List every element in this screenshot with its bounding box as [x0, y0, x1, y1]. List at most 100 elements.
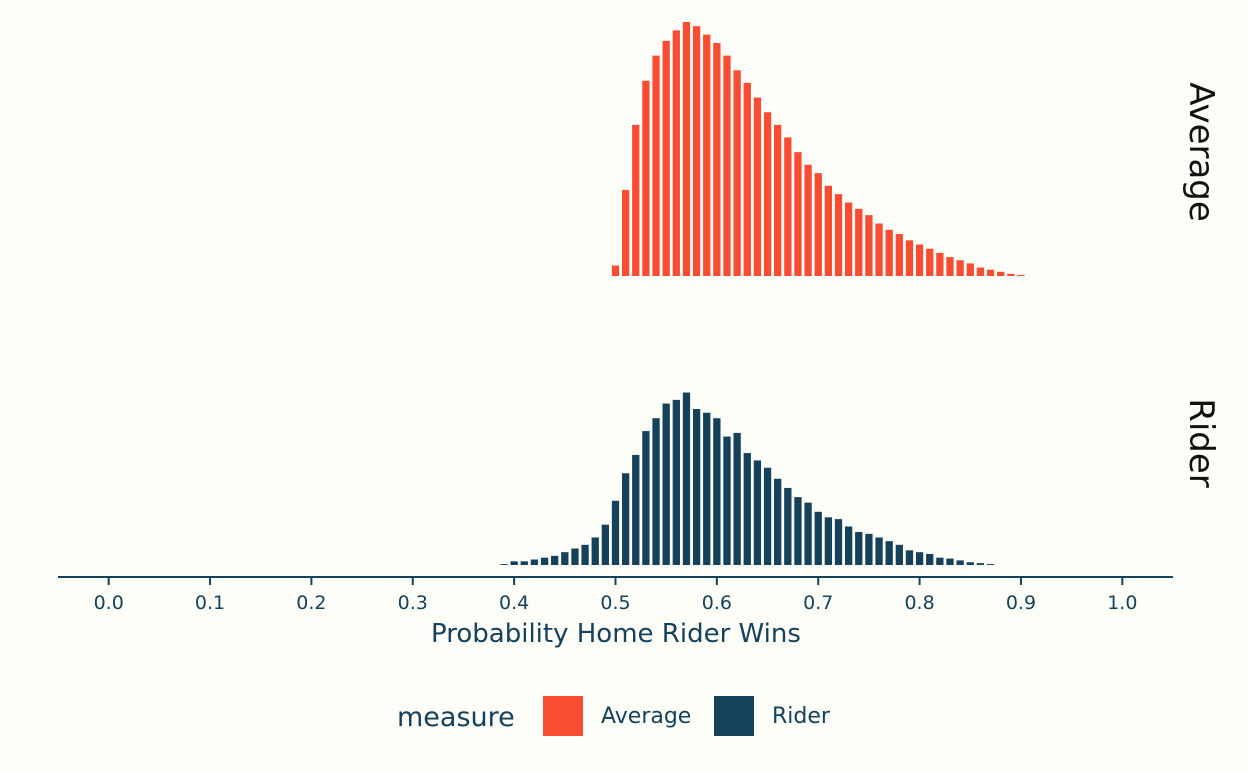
facet-label-average: Average: [1181, 82, 1221, 222]
bar-average: [1007, 273, 1015, 276]
bar-average: [804, 164, 812, 276]
facet-strips: Average Rider: [1181, 82, 1221, 488]
bar-average: [743, 82, 751, 276]
legend-items: Average Rider: [543, 696, 831, 736]
bar-rider: [540, 557, 549, 565]
bar-rider: [611, 500, 620, 565]
bar-rider: [956, 560, 964, 565]
bar-average: [844, 202, 853, 276]
bar-rider: [662, 403, 670, 565]
bar-rider: [591, 537, 599, 565]
bar-rider: [743, 453, 751, 565]
bar-average: [753, 97, 762, 276]
x-tick-label: 0.8: [904, 592, 934, 614]
bar-rider: [682, 392, 691, 565]
bar-rider: [976, 563, 985, 565]
bar-rider: [936, 557, 944, 565]
bar-rider: [733, 432, 741, 565]
bar-rider: [986, 564, 995, 565]
x-tick-label: 0.3: [398, 592, 428, 614]
bar-average: [905, 240, 914, 276]
legend-label-average: Average: [601, 704, 691, 729]
bar-rider: [814, 511, 822, 565]
bar-average: [774, 124, 782, 276]
bar-rider: [875, 537, 883, 565]
bar-rider: [895, 544, 903, 565]
bar-rider: [905, 550, 914, 565]
bars-layer: [500, 22, 1025, 565]
bar-rider: [692, 409, 701, 565]
bar-rider: [652, 418, 660, 565]
panel-average: [611, 22, 1025, 277]
bar-rider: [500, 564, 508, 565]
bar-average: [662, 40, 670, 276]
bar-average: [855, 208, 863, 276]
bar-average: [763, 112, 772, 276]
bar-average: [713, 42, 721, 276]
x-tick-label: 0.1: [195, 592, 225, 614]
x-tick-label: 0.7: [803, 592, 833, 614]
x-tick-label: 0.0: [94, 592, 124, 614]
bar-average: [936, 252, 944, 276]
bar-average: [834, 194, 843, 276]
panel-rider: [500, 392, 995, 565]
x-tick-label: 0.4: [499, 592, 529, 614]
x-tick-label: 1.0: [1107, 592, 1137, 614]
bar-rider: [571, 548, 579, 565]
bar-average: [956, 260, 964, 276]
x-tick-label: 0.5: [600, 592, 630, 614]
bar-rider: [774, 478, 782, 565]
bar-rider: [723, 436, 731, 565]
bar-average: [895, 234, 903, 276]
bar-rider: [520, 561, 528, 565]
x-tick-label: 0.9: [1006, 592, 1036, 614]
legend-title: measure: [397, 702, 515, 733]
bar-rider: [784, 487, 792, 565]
x-axis-title: Probability Home Rider Wins: [431, 619, 801, 649]
bar-rider: [966, 562, 974, 565]
bar-rider: [672, 399, 680, 565]
bar-rider: [834, 519, 843, 565]
bar-average: [814, 173, 822, 276]
x-tick-label: 0.6: [702, 592, 732, 614]
bar-average: [986, 269, 995, 276]
bar-rider: [865, 533, 873, 565]
bar-average: [1017, 274, 1025, 276]
bar-rider: [530, 559, 539, 565]
bar-average: [652, 55, 660, 277]
bar-average: [611, 265, 620, 276]
bar-rider: [763, 467, 772, 565]
bar-rider: [632, 454, 640, 565]
bar-rider: [713, 418, 721, 565]
x-tick-label: 0.2: [296, 592, 326, 614]
bar-average: [703, 34, 711, 276]
bar-average: [966, 263, 974, 276]
bar-rider: [855, 531, 863, 565]
bar-average: [997, 271, 1005, 276]
bar-rider: [804, 502, 812, 565]
bar-rider: [703, 412, 711, 565]
bar-average: [885, 229, 893, 276]
bar-rider: [946, 558, 954, 565]
bar-average: [682, 22, 691, 276]
bar-average: [621, 189, 630, 276]
bar-rider: [915, 552, 924, 565]
bar-rider: [642, 431, 650, 565]
bar-rider: [621, 473, 630, 565]
bar-average: [946, 257, 954, 276]
bar-average: [824, 185, 833, 276]
bar-rider: [844, 526, 853, 565]
bar-average: [784, 137, 792, 276]
bar-average: [976, 267, 985, 276]
bar-rider: [561, 552, 569, 565]
bar-rider: [794, 497, 802, 565]
bar-rider: [753, 460, 762, 565]
bar-rider: [824, 517, 833, 565]
bar-rider: [926, 553, 934, 565]
bar-average: [794, 152, 802, 276]
bar-average: [865, 215, 873, 276]
bar-rider: [885, 541, 893, 565]
bar-rider: [601, 524, 610, 565]
